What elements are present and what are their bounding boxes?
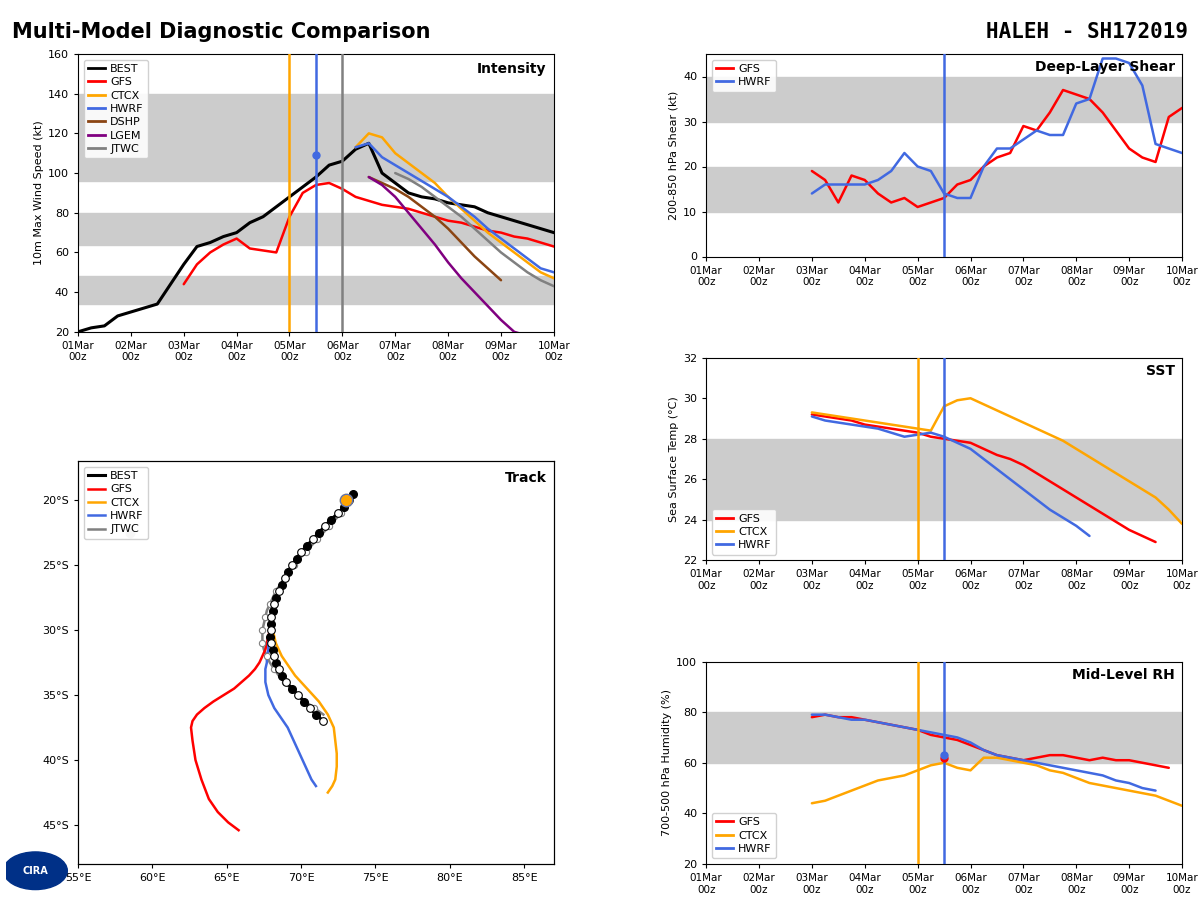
Bar	[78, 94, 554, 181]
Text: Multi-Model Diagnostic Comparison: Multi-Model Diagnostic Comparison	[12, 22, 431, 42]
Text: CIRA: CIRA	[23, 866, 48, 876]
Y-axis label: Sea Surface Temp (°C): Sea Surface Temp (°C)	[668, 396, 679, 522]
Circle shape	[4, 852, 67, 889]
Text: Track: Track	[505, 472, 547, 485]
Legend: GFS, CTCX, HWRF: GFS, CTCX, HWRF	[712, 509, 776, 554]
Y-axis label: 700-500 hPa Humidity (%): 700-500 hPa Humidity (%)	[662, 689, 672, 836]
Y-axis label: 10m Max Wind Speed (kt): 10m Max Wind Speed (kt)	[34, 121, 43, 266]
Bar	[78, 212, 554, 245]
Bar	[706, 439, 1182, 520]
Legend: BEST, GFS, CTCX, HWRF, DSHP, LGEM, JTWC: BEST, GFS, CTCX, HWRF, DSHP, LGEM, JTWC	[84, 59, 148, 158]
Legend: BEST, GFS, CTCX, HWRF, JTWC: BEST, GFS, CTCX, HWRF, JTWC	[84, 467, 148, 539]
Bar	[706, 76, 1182, 122]
Legend: GFS, CTCX, HWRF: GFS, CTCX, HWRF	[712, 813, 776, 859]
Legend: GFS, HWRF: GFS, HWRF	[712, 59, 776, 92]
Text: Intensity: Intensity	[478, 62, 547, 77]
Text: Mid-Level RH: Mid-Level RH	[1072, 668, 1175, 681]
Bar	[706, 712, 1182, 763]
Text: HALEH - SH172019: HALEH - SH172019	[986, 22, 1188, 42]
Text: Deep-Layer Shear: Deep-Layer Shear	[1034, 60, 1175, 74]
Bar	[78, 276, 554, 304]
Bar	[706, 166, 1182, 212]
Y-axis label: 200-850 hPa Shear (kt): 200-850 hPa Shear (kt)	[668, 91, 679, 220]
Text: SST: SST	[1146, 364, 1175, 378]
